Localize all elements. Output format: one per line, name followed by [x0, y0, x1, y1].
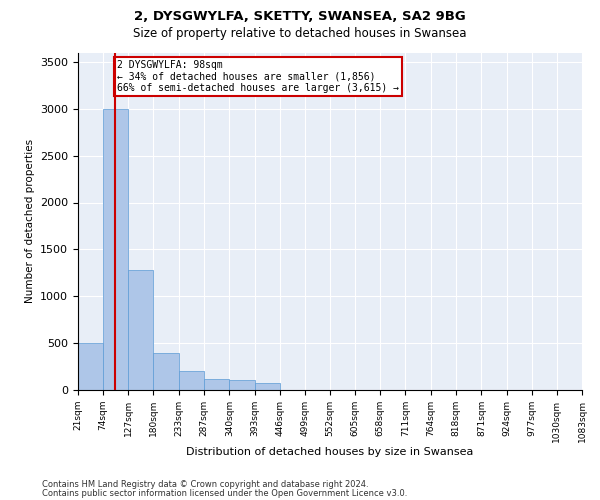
Text: 2 DYSGWYLFA: 98sqm
← 34% of detached houses are smaller (1,856)
66% of semi-deta: 2 DYSGWYLFA: 98sqm ← 34% of detached hou… [117, 60, 399, 93]
Text: Size of property relative to detached houses in Swansea: Size of property relative to detached ho… [133, 28, 467, 40]
Text: 2, DYSGWYLFA, SKETTY, SWANSEA, SA2 9BG: 2, DYSGWYLFA, SKETTY, SWANSEA, SA2 9BG [134, 10, 466, 23]
Bar [103, 109, 128, 390]
Bar [229, 380, 254, 390]
Text: Contains public sector information licensed under the Open Government Licence v3: Contains public sector information licen… [42, 489, 407, 498]
Y-axis label: Number of detached properties: Number of detached properties [25, 139, 35, 304]
X-axis label: Distribution of detached houses by size in Swansea: Distribution of detached houses by size … [187, 448, 473, 458]
Bar [78, 343, 103, 390]
Bar [254, 382, 280, 390]
Text: Contains HM Land Registry data © Crown copyright and database right 2024.: Contains HM Land Registry data © Crown c… [42, 480, 368, 489]
Bar [154, 353, 179, 390]
Bar [128, 270, 154, 390]
Bar [204, 379, 229, 390]
Bar [179, 371, 204, 390]
